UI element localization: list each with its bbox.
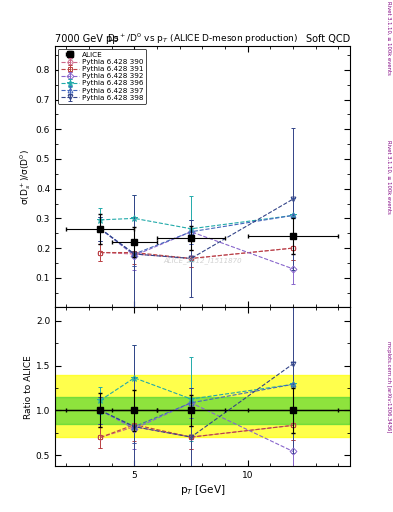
Legend: ALICE, Pythia 6.428 390, Pythia 6.428 391, Pythia 6.428 392, Pythia 6.428 396, P: ALICE, Pythia 6.428 390, Pythia 6.428 39… xyxy=(58,49,146,103)
Text: mcplots.cern.ch [arXiv:1306.3436]: mcplots.cern.ch [arXiv:1306.3436] xyxy=(386,341,391,433)
Y-axis label: Ratio to ALICE: Ratio to ALICE xyxy=(24,355,33,419)
Title: Ds$^+$/D$^0$ vs p$_T$ (ALICE D-meson production): Ds$^+$/D$^0$ vs p$_T$ (ALICE D-meson pro… xyxy=(107,32,298,46)
Text: Soft QCD: Soft QCD xyxy=(305,33,350,44)
Text: Rivet 3.1.10, ≥ 100k events: Rivet 3.1.10, ≥ 100k events xyxy=(386,140,391,214)
Text: Rivet 3.1.10, ≥ 100k events: Rivet 3.1.10, ≥ 100k events xyxy=(386,2,391,75)
Y-axis label: σ(D$_s^+$)/σ(D$^0$): σ(D$_s^+$)/σ(D$^0$) xyxy=(18,149,33,205)
Bar xyxy=(55,397,350,424)
Bar xyxy=(55,375,350,437)
Text: ALICE_2012_I1511870: ALICE_2012_I1511870 xyxy=(163,257,242,264)
X-axis label: p$_T$ [GeV]: p$_T$ [GeV] xyxy=(180,482,225,497)
Text: 7000 GeV pp: 7000 GeV pp xyxy=(55,33,119,44)
